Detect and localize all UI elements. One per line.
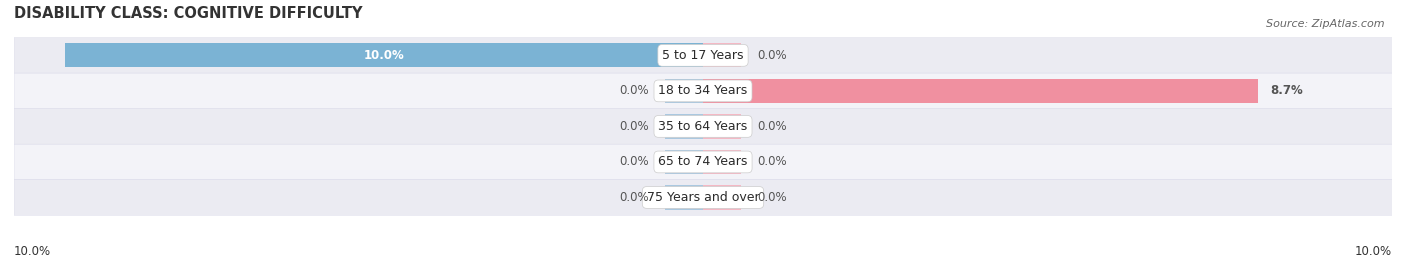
Bar xyxy=(703,150,741,174)
Bar xyxy=(703,114,741,139)
Text: 65 to 74 Years: 65 to 74 Years xyxy=(658,155,748,168)
Text: 0.0%: 0.0% xyxy=(619,84,648,97)
Text: 10.0%: 10.0% xyxy=(364,49,405,62)
FancyBboxPatch shape xyxy=(14,144,1406,180)
FancyBboxPatch shape xyxy=(14,109,1406,144)
Bar xyxy=(665,79,703,103)
Text: 35 to 64 Years: 35 to 64 Years xyxy=(658,120,748,133)
FancyBboxPatch shape xyxy=(14,180,1406,215)
Text: 0.0%: 0.0% xyxy=(619,120,648,133)
FancyBboxPatch shape xyxy=(14,73,1406,109)
Bar xyxy=(665,185,703,210)
Text: 5 to 17 Years: 5 to 17 Years xyxy=(662,49,744,62)
Text: 75 Years and over: 75 Years and over xyxy=(647,191,759,204)
Text: 10.0%: 10.0% xyxy=(14,245,51,258)
Bar xyxy=(703,43,741,68)
Text: 10.0%: 10.0% xyxy=(1355,245,1392,258)
Bar xyxy=(665,150,703,174)
Text: 0.0%: 0.0% xyxy=(619,191,648,204)
FancyBboxPatch shape xyxy=(14,38,1406,73)
Text: 0.0%: 0.0% xyxy=(758,155,787,168)
Bar xyxy=(703,79,1258,103)
Text: 0.0%: 0.0% xyxy=(758,49,787,62)
Text: 8.7%: 8.7% xyxy=(1271,84,1303,97)
Text: 0.0%: 0.0% xyxy=(758,120,787,133)
Bar xyxy=(703,185,741,210)
Bar xyxy=(65,43,703,68)
Text: Source: ZipAtlas.com: Source: ZipAtlas.com xyxy=(1267,19,1385,29)
Text: 0.0%: 0.0% xyxy=(758,191,787,204)
Bar xyxy=(665,114,703,139)
Text: 18 to 34 Years: 18 to 34 Years xyxy=(658,84,748,97)
Text: DISABILITY CLASS: COGNITIVE DIFFICULTY: DISABILITY CLASS: COGNITIVE DIFFICULTY xyxy=(14,6,363,22)
Text: 0.0%: 0.0% xyxy=(619,155,648,168)
